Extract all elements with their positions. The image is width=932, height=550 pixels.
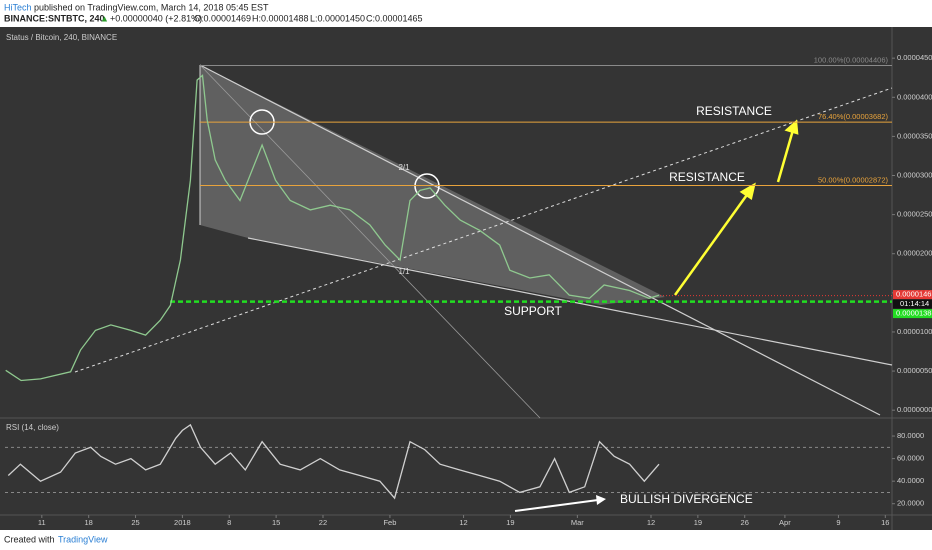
annotation: 2/1 [398,163,410,172]
price-tag [893,290,932,300]
annotation: BULLISH DIVERGENCE [620,492,753,506]
fib-label: 76.40%(0.00003682) [818,112,889,121]
x-tick-label: 22 [319,518,327,527]
open: O:0.00001469 [194,13,251,23]
countdown-box [893,299,932,309]
change: +0.00000040 (+2.81%) [110,13,202,23]
arrow [673,191,751,296]
change-arrow: ▲ [100,13,109,23]
x-tick-label: Apr [779,518,791,527]
fib-label: 50.00%(0.00002872) [818,175,889,184]
x-tick-label: 18 [85,518,93,527]
annotation: 1/1 [398,267,410,276]
dashed-trendline [74,87,893,373]
chart-background [0,27,932,530]
annotation: RESISTANCE [696,104,772,118]
close: C:0.00001465 [366,13,423,23]
y-tick-label: 80.0000 [897,431,924,440]
footer-brand[interactable]: TradingView [58,534,108,544]
y-tick-label: 20.0000 [897,499,924,508]
low: L:0.00001450 [310,13,365,23]
fib-label: 100.00%(0.00004406) [814,55,889,64]
x-tick-label: 19 [506,518,514,527]
x-tick-label: 12 [459,518,467,527]
author[interactable]: HiTech [4,2,32,12]
x-tick-label: 8 [227,518,231,527]
chart-title: Status / Bitcoin, 240, BINANCE [6,33,117,42]
rsi-title: RSI (14, close) [6,423,59,432]
arrow-head [739,182,756,201]
x-tick-label: Mar [571,518,584,527]
y-tick-label: 0.00004500 [897,53,932,62]
x-tick-label: 16 [881,518,889,527]
x-tick-label: Feb [383,518,396,527]
x-tick-label: 12 [647,518,655,527]
price-tag-label: 0.00001465 [896,290,932,299]
price-tag [893,309,932,319]
annotation: RESISTANCE [669,170,745,184]
symbol: BINANCE:SNTBTC, 240 [4,13,105,23]
trendline [199,64,881,416]
arrow-head [596,495,606,505]
countdown: 01:14:14 [900,299,929,308]
price-line [5,74,660,382]
x-tick-label: 9 [836,518,840,527]
trendline [199,64,541,419]
x-tick-label: 25 [131,518,139,527]
published: published on TradingView.com, March 14, … [34,2,269,12]
arrow [776,129,795,183]
footer-text: Created with [4,534,55,544]
x-tick-label: 19 [694,518,702,527]
y-tick-label: 60.0000 [897,454,924,463]
price-line [7,423,660,500]
x-tick-label: 15 [272,518,280,527]
x-tick-label: 2018 [174,518,191,527]
y-tick-label: 40.0000 [897,476,924,485]
x-tick-label: 26 [741,518,749,527]
price-tag-label: 0.00001388 [896,309,932,318]
arrow-head [784,119,799,135]
high: H:0.00001488 [252,13,309,23]
arrows [673,119,799,296]
divergence-arrow [514,499,599,512]
annotation: SUPPORT [504,304,562,318]
x-tick-label: 11 [38,518,46,527]
